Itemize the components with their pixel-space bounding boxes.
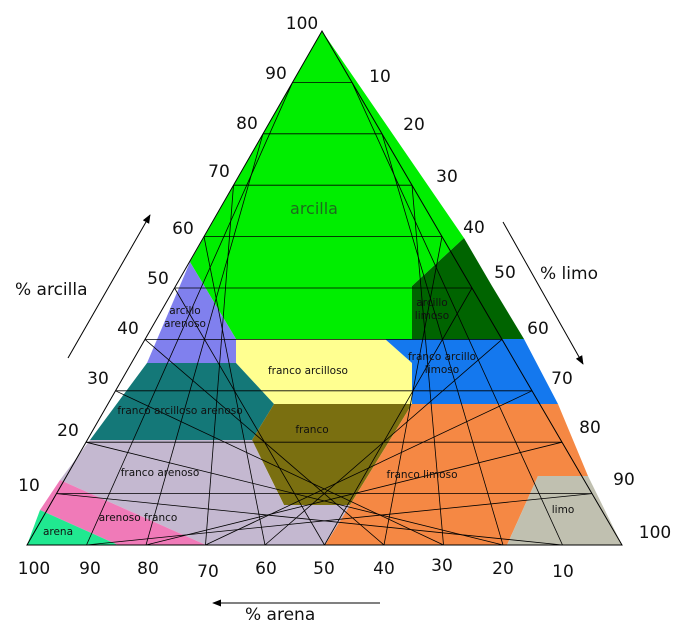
- grid-line-sand: [85, 441, 504, 546]
- silt-tick-100: 100: [639, 523, 671, 543]
- clay-axis-arrow: [67, 214, 151, 359]
- silt-axis-title: % limo: [540, 264, 598, 284]
- label-arcillo-arenoso-line2: arenoso: [164, 318, 206, 330]
- label-arena: arena: [43, 526, 73, 538]
- silt-tick-50: 50: [494, 263, 516, 283]
- region-franco-arcilloso: [236, 339, 412, 404]
- silt-tick-40: 40: [463, 218, 485, 238]
- label-arcillo-arenoso: arcillo arenoso: [164, 305, 206, 330]
- label-arcillo-limoso-line1: arcillo: [416, 297, 447, 309]
- label-franco-arcillo-limoso: franco arcillo limoso: [408, 351, 476, 376]
- clay-tick-80: 80: [236, 114, 258, 134]
- grid-line-silt: [383, 236, 443, 546]
- region-arcillo-arenoso: [147, 262, 236, 363]
- grid-line-sand: [144, 339, 385, 546]
- sand-axis-ticks: 100 90 80 70 60 50 40 30 20 10: [18, 556, 574, 582]
- region-franco-arcillo-limoso: [385, 339, 558, 404]
- silt-axis-ticks: 10 20 30 40 50 60 70 80 90 100: [369, 67, 671, 543]
- silt-tick-70: 70: [551, 369, 573, 389]
- label-arenoso-franco: arenoso franco: [99, 512, 178, 524]
- clay-tick-10: 10: [18, 476, 40, 496]
- silt-tick-30: 30: [436, 167, 458, 187]
- label-arcillo-arenoso-line1: arcillo: [169, 305, 200, 317]
- clay-tick-90: 90: [265, 64, 287, 84]
- triangle-grid: [56, 82, 593, 546]
- grid-line-silt: [411, 185, 444, 546]
- clay-tick-30: 30: [87, 369, 109, 389]
- label-franco: franco: [295, 424, 328, 436]
- label-franco-arenoso: franco arenoso: [121, 467, 200, 479]
- label-franco-limoso: franco limoso: [386, 469, 457, 481]
- grid-line-silt: [351, 82, 563, 546]
- clay-tick-20: 20: [57, 421, 79, 441]
- sand-tick-70: 70: [197, 562, 219, 582]
- region-arcillo-limoso: [412, 238, 524, 339]
- triangle-outline: [26, 30, 623, 546]
- silt-tick-90: 90: [613, 470, 635, 490]
- silt-axis-arrow: [502, 221, 584, 365]
- label-arcillo-limoso-line2: limoso: [415, 310, 449, 322]
- region-franco-arenoso: [60, 440, 350, 545]
- region-franco-arcilloso-arenoso: [90, 363, 274, 440]
- sand-tick-10: 10: [552, 562, 574, 582]
- sand-tick-60: 60: [255, 559, 277, 579]
- grid-line-silt: [324, 287, 473, 546]
- sand-tick-80: 80: [137, 559, 159, 579]
- sand-tick-50: 50: [313, 559, 335, 579]
- clay-tick-60: 60: [172, 219, 194, 239]
- sand-tick-90: 90: [79, 559, 101, 579]
- label-limo: limo: [552, 504, 575, 516]
- clay-tick-40: 40: [117, 319, 139, 339]
- sand-tick-40: 40: [373, 559, 395, 579]
- silt-tick-10: 10: [369, 67, 391, 87]
- sand-tick-100: 100: [18, 559, 50, 579]
- label-franco-arcillo-limoso-line1: franco arcillo: [408, 351, 476, 363]
- label-franco-arcillo-limoso-line2: limoso: [425, 364, 459, 376]
- silt-tick-80: 80: [579, 418, 601, 438]
- sand-tick-20: 20: [492, 559, 514, 579]
- label-arcillo-limoso: arcillo limoso: [415, 297, 449, 322]
- grid-line-sand: [174, 287, 325, 546]
- label-franco-arcilloso: franco arcilloso: [268, 365, 348, 377]
- grid-line-sand: [56, 493, 563, 546]
- label-arcilla: arcilla: [290, 199, 338, 218]
- grid-line-sand: [115, 390, 444, 546]
- label-franco-arcilloso-arenoso: franco arcilloso arenoso: [117, 405, 242, 417]
- clay-tick-100: 100: [286, 14, 318, 34]
- clay-tick-50: 50: [147, 269, 169, 289]
- sand-tick-30: 30: [431, 556, 453, 576]
- silt-tick-60: 60: [527, 319, 549, 339]
- clay-axis-title: % arcilla: [15, 280, 88, 300]
- clay-axis-ticks: 10 20 30 40 50 60 70 80 90 100: [18, 14, 318, 496]
- silt-tick-20: 20: [403, 115, 425, 135]
- region-arena: [27, 510, 118, 545]
- texture-labels: arcilla arcillo limoso arcillo arenoso fra…: [43, 199, 574, 538]
- grid-line-silt: [381, 133, 504, 546]
- region-franco: [252, 404, 412, 505]
- clay-tick-70: 70: [208, 162, 230, 182]
- sand-axis-title: % arena: [245, 605, 315, 625]
